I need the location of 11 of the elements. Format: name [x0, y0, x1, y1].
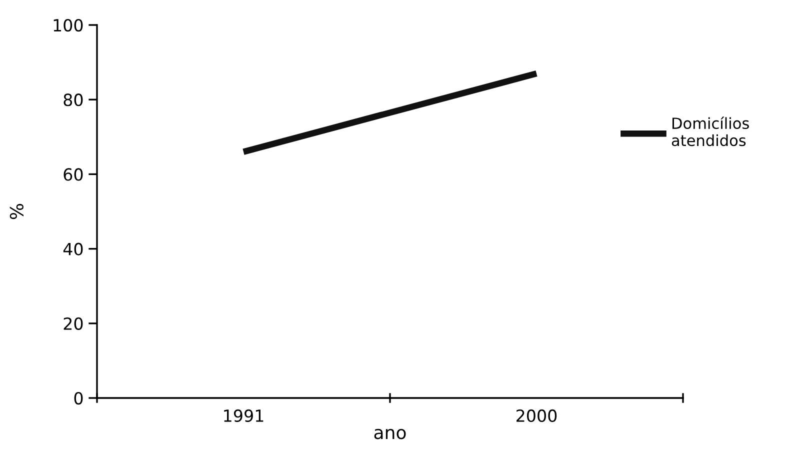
- y-tick-label: 100: [54, 18, 83, 32]
- x-tick-label: 1991: [224, 409, 264, 422]
- y-tick-label: 80: [64, 94, 83, 106]
- legend-label: Domicílios atendidos: [672, 116, 749, 146]
- y-tick-label: 40: [63, 242, 83, 256]
- y-tick-label: 60: [64, 168, 83, 181]
- y-axis-title: %: [10, 204, 24, 220]
- y-tick-label: 0: [74, 392, 83, 405]
- y-tick-label: 20: [64, 317, 83, 330]
- x-axis-title: ano: [374, 428, 406, 440]
- x-tick-label: 2000: [516, 409, 557, 422]
